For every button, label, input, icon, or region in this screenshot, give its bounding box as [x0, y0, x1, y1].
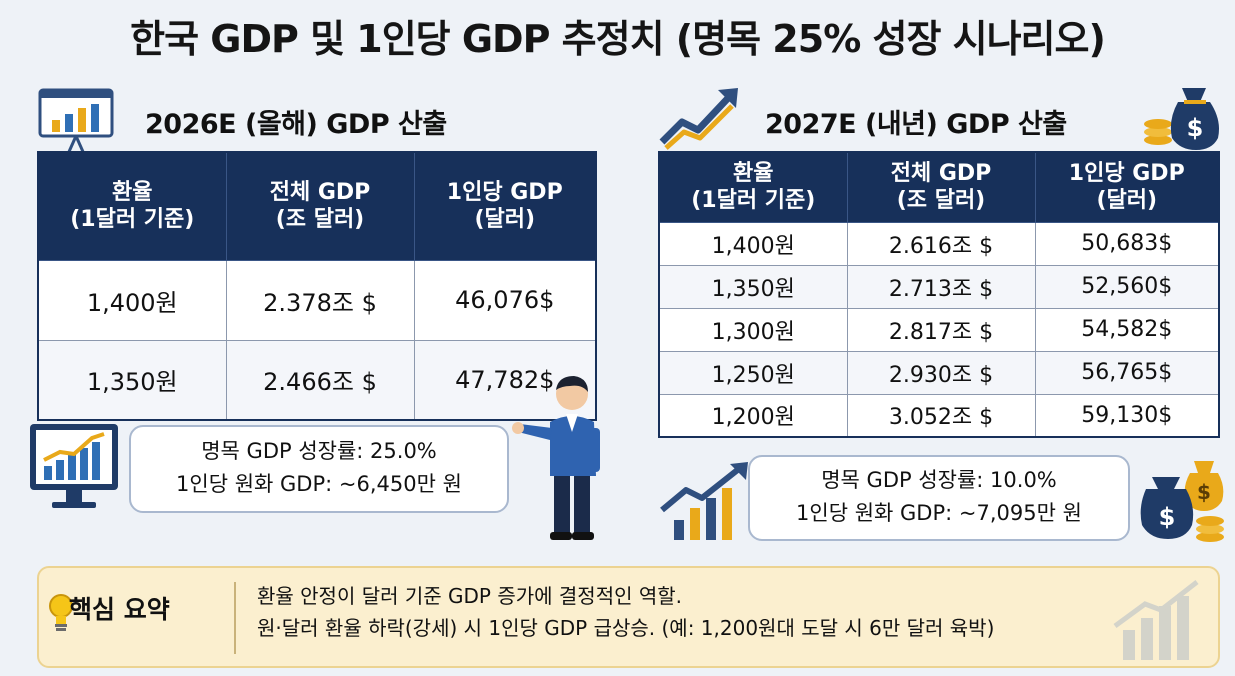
table-header-row: 환율 (1달러 기준) 전체 GDP (조 달러) 1인당 GDP (달러): [37, 151, 597, 261]
table-cell: 2.817조 $: [846, 307, 1036, 352]
column-header: 전체 GDP (조 달러): [225, 151, 415, 261]
growth-arrow-icon: [659, 88, 738, 150]
table-row: 1,300원 2.817조 $ 54,582$: [658, 307, 1220, 352]
table-cell: 2.466조 $: [225, 339, 415, 421]
table-cell: 1,400원: [658, 221, 848, 266]
presentation-chart-icon: [38, 88, 114, 155]
table-row: 1,350원 2.466조 $ 47,782$: [37, 339, 597, 421]
table-cell: 1,400원: [37, 259, 227, 341]
svg-text:$: $: [1187, 114, 1204, 142]
table-cell: 3.052조 $: [846, 393, 1036, 438]
money-bags-icon: $ $: [1140, 461, 1224, 542]
note-growth-rate: 명목 GDP 성장률: 10.0%: [821, 468, 1057, 492]
table-row: 1,200원 3.052조 $ 59,130$: [658, 393, 1220, 438]
note-per-capita-krw: 1인당 원화 GDP: ~7,095만 원: [796, 500, 1082, 525]
note-growth-rate: 명목 GDP 성장률: 25.0%: [201, 439, 437, 463]
column-header: 환율 (1달러 기준): [658, 151, 848, 223]
table-cell: 1,300원: [658, 307, 848, 352]
table-cell: 2.616조 $: [846, 221, 1036, 266]
table-row: 1,400원 2.616조 $ 50,683$: [658, 221, 1220, 266]
column-header: 전체 GDP (조 달러): [846, 151, 1036, 223]
section-2026-heading: 2026E (올해) GDP 산출: [145, 109, 447, 140]
lightbulb-icon: [49, 594, 73, 631]
monitor-chart-icon: [30, 424, 118, 508]
section-2027-heading: 2027E (내년) GDP 산출: [765, 109, 1067, 140]
table-cell: 2.378조 $: [225, 259, 415, 341]
table-row: 1,350원 2.713조 $ 52,560$: [658, 264, 1220, 309]
summary-line: 원·달러 환율 하락(강세) 시 1인당 GDP 급상승. (예: 1,200원…: [257, 616, 995, 640]
table-cell: 50,683$: [1034, 221, 1220, 266]
table-cell: 52,560$: [1034, 264, 1220, 309]
table-cell: 46,076$: [413, 259, 597, 341]
table-cell: 59,130$: [1034, 393, 1220, 438]
table-cell: 2.930조 $: [846, 350, 1036, 395]
column-header: 1인당 GDP (달러): [413, 151, 597, 261]
table-cell: 56,765$: [1034, 350, 1220, 395]
svg-text:$: $: [1197, 480, 1211, 504]
svg-text:$: $: [1159, 503, 1176, 531]
presenter-person-icon: [512, 376, 600, 540]
gdp-table-2026: 환율 (1달러 기준) 전체 GDP (조 달러) 1인당 GDP (달러) 1…: [37, 151, 597, 421]
table-cell: 2.713조 $: [846, 264, 1036, 309]
key-summary-box: 핵심 요약 환율 안정이 달러 기준 GDP 증가에 결정적인 역할. 원·달러…: [37, 566, 1220, 668]
table-header-row: 환율 (1달러 기준) 전체 GDP (조 달러) 1인당 GDP (달러): [658, 151, 1220, 223]
faded-chart-icon: [1113, 580, 1199, 660]
summary-label: 핵심 요약: [69, 595, 170, 624]
table-row: 1,250원 2.930조 $ 56,765$: [658, 350, 1220, 395]
growth-bars-icon: [660, 462, 748, 540]
summary-line: 환율 안정이 달러 기준 GDP 증가에 결정적인 역할.: [257, 584, 683, 608]
money-bag-icon: $: [1144, 88, 1219, 150]
growth-note-2026: 명목 GDP 성장률: 25.0% 1인당 원화 GDP: ~6,450만 원: [129, 425, 509, 513]
note-per-capita-krw: 1인당 원화 GDP: ~6,450만 원: [176, 471, 462, 496]
page-title: 한국 GDP 및 1인당 GDP 추정치 (명목 25% 성장 시나리오): [130, 17, 1106, 61]
gdp-table-2027: 환율 (1달러 기준) 전체 GDP (조 달러) 1인당 GDP (달러) 1…: [658, 151, 1220, 438]
growth-note-2027: 명목 GDP 성장률: 10.0% 1인당 원화 GDP: ~7,095만 원: [748, 455, 1130, 541]
column-header: 환율 (1달러 기준): [37, 151, 227, 261]
column-header: 1인당 GDP (달러): [1034, 151, 1220, 223]
table-cell: 1,200원: [658, 393, 848, 438]
summary-text: 환율 안정이 달러 기준 GDP 증가에 결정적인 역할. 원·달러 환율 하락…: [257, 580, 994, 644]
table-cell: 1,350원: [658, 264, 848, 309]
table-cell: 54,582$: [1034, 307, 1220, 352]
summary-divider: [234, 582, 236, 654]
table-cell: 1,250원: [658, 350, 848, 395]
table-cell: 1,350원: [37, 339, 227, 421]
table-row: 1,400원 2.378조 $ 46,076$: [37, 259, 597, 341]
